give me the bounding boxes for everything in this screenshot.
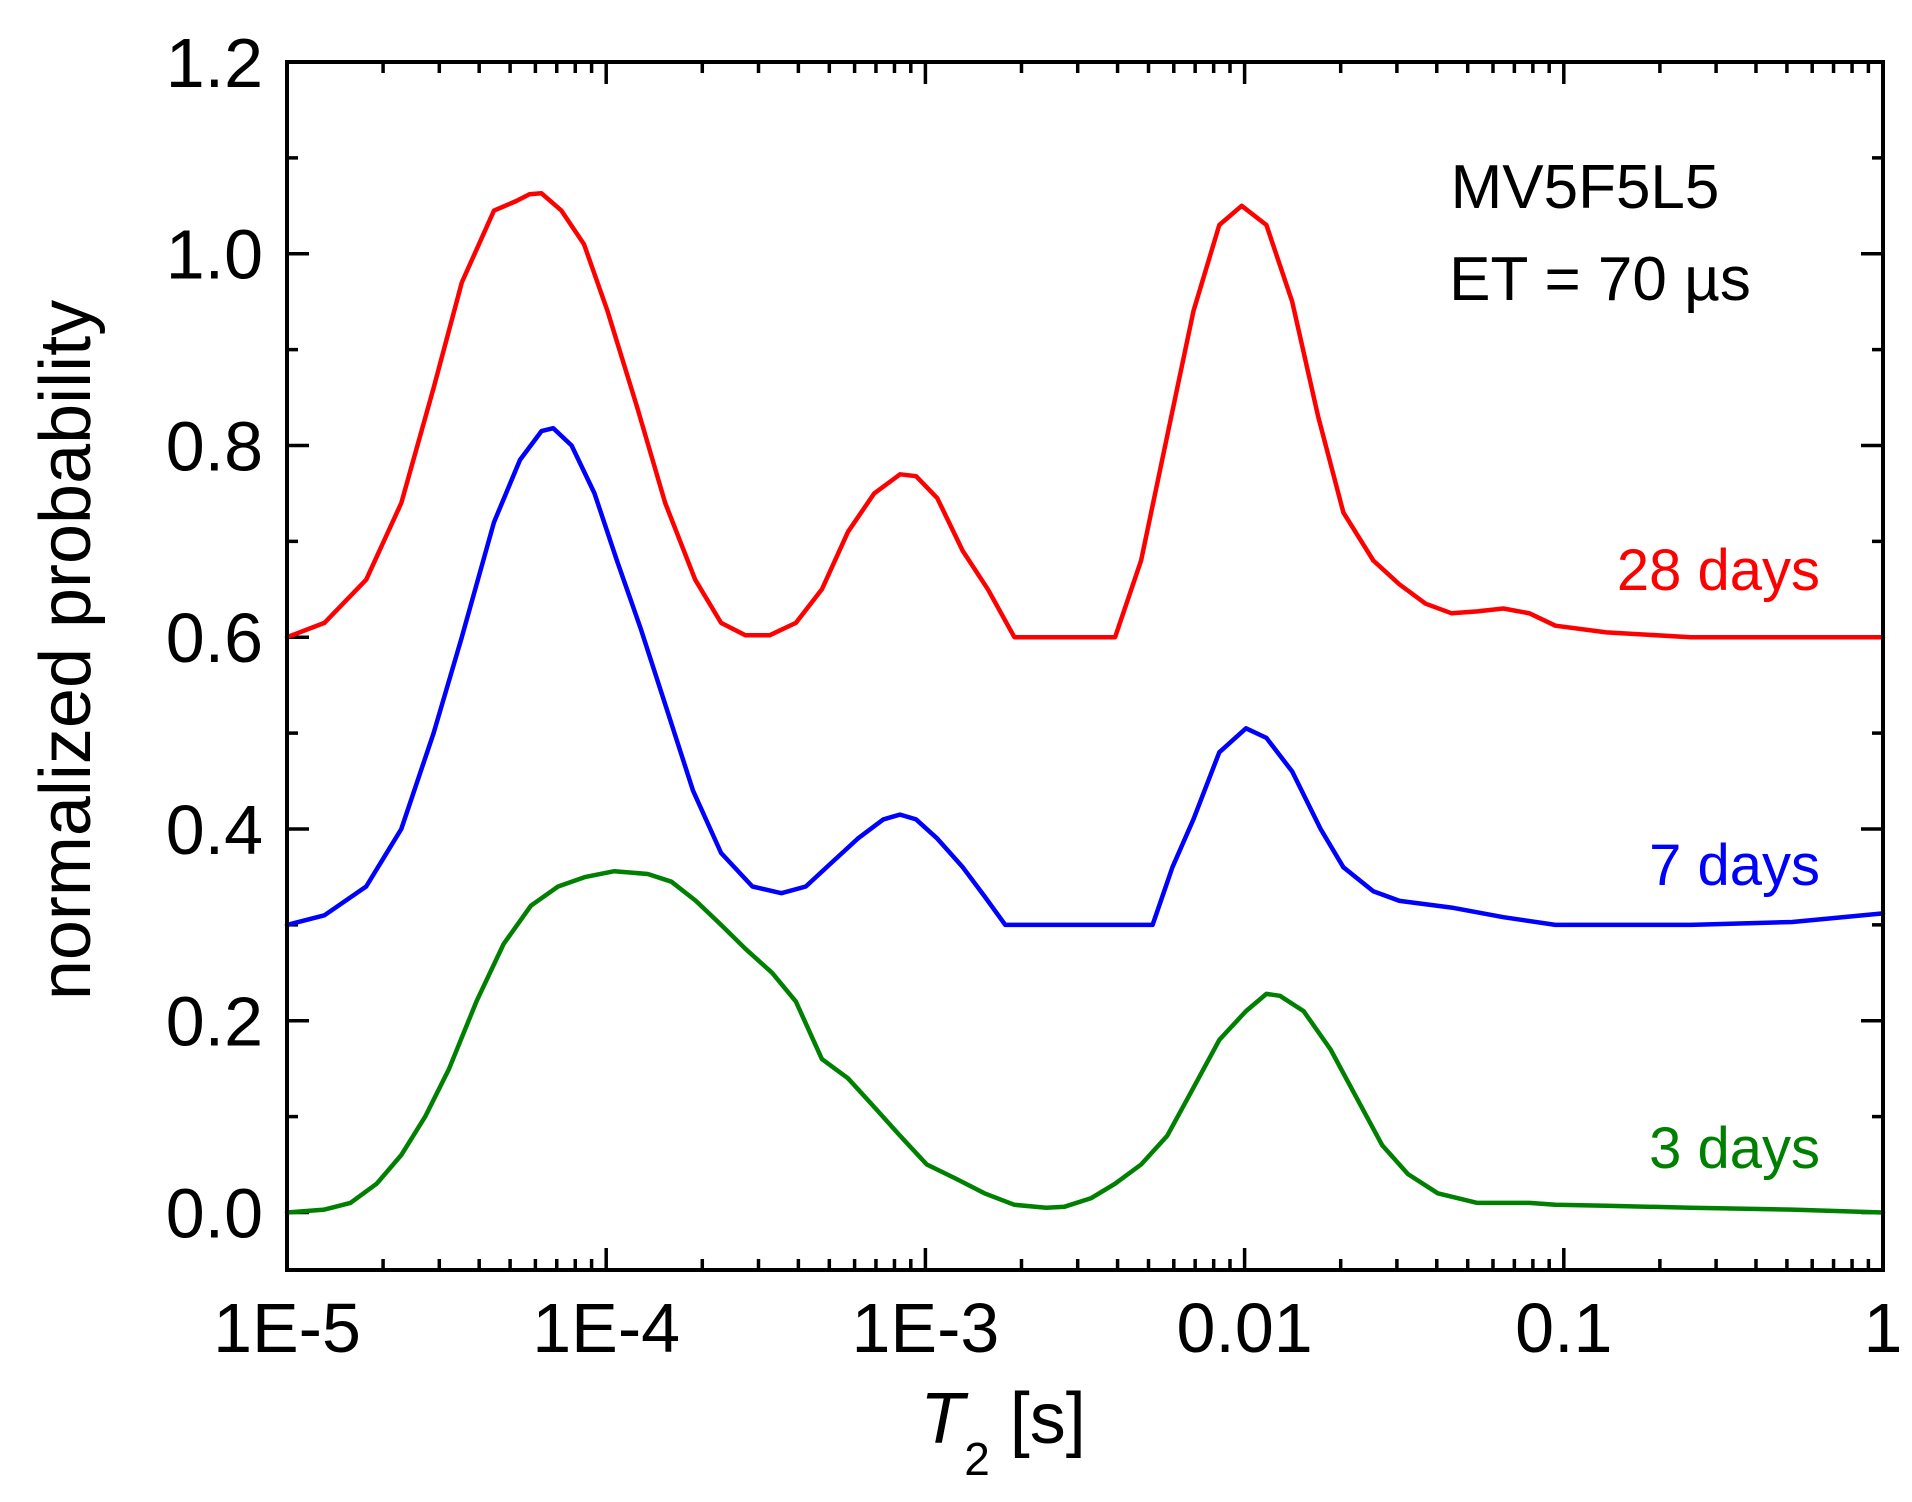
x-tick-label: 0.1 — [1515, 1289, 1612, 1367]
sample-annotation: MV5F5L5 — [1451, 153, 1720, 222]
series-line-3-days — [284, 868, 1886, 1215]
x-axis-label-main: T — [920, 1379, 969, 1459]
y-tick-label: 0.0 — [166, 1174, 263, 1252]
series-label-28-days: 28 days — [1617, 538, 1820, 603]
y-tick-label: 0.2 — [166, 983, 263, 1061]
series-line-7-days — [284, 425, 1886, 928]
x-tick-label: 1E-3 — [851, 1289, 999, 1367]
x-tick-label: 1 — [1864, 1289, 1903, 1367]
x-tick-label: 1E-5 — [213, 1289, 361, 1367]
x-axis-label: T2 [s] — [920, 1379, 1086, 1485]
y-tick-label: 1.0 — [166, 216, 263, 294]
y-tick-label: 0.6 — [166, 599, 263, 677]
y-axis-label: normalized probability — [26, 300, 106, 1000]
series-label-7-days: 7 days — [1649, 833, 1820, 898]
y-tick-label: 0.4 — [166, 791, 263, 869]
x-axis-label-subscript: 2 — [964, 1433, 990, 1485]
echo-time-annotation: ET = 70 µs — [1449, 245, 1751, 314]
series-lines — [284, 191, 1886, 1215]
plot-frame — [285, 60, 1885, 1272]
x-tick-label: 1E-4 — [532, 1289, 680, 1367]
axis-ticks — [285, 60, 1885, 1270]
series-line-28-days — [284, 191, 1886, 640]
y-tick-label: 1.2 — [166, 24, 263, 102]
series-label-3-days: 3 days — [1649, 1116, 1820, 1181]
x-axis-label-unit: [s] — [990, 1379, 1086, 1459]
x-tick-label: 0.01 — [1176, 1289, 1312, 1367]
y-tick-label: 0.8 — [166, 407, 263, 485]
tick-labels: 1E-5 1E-4 1E-3 0.01 0.1 1 0.0 0.2 0.4 0.6 0.8 1.0 1.… — [166, 24, 1903, 1367]
